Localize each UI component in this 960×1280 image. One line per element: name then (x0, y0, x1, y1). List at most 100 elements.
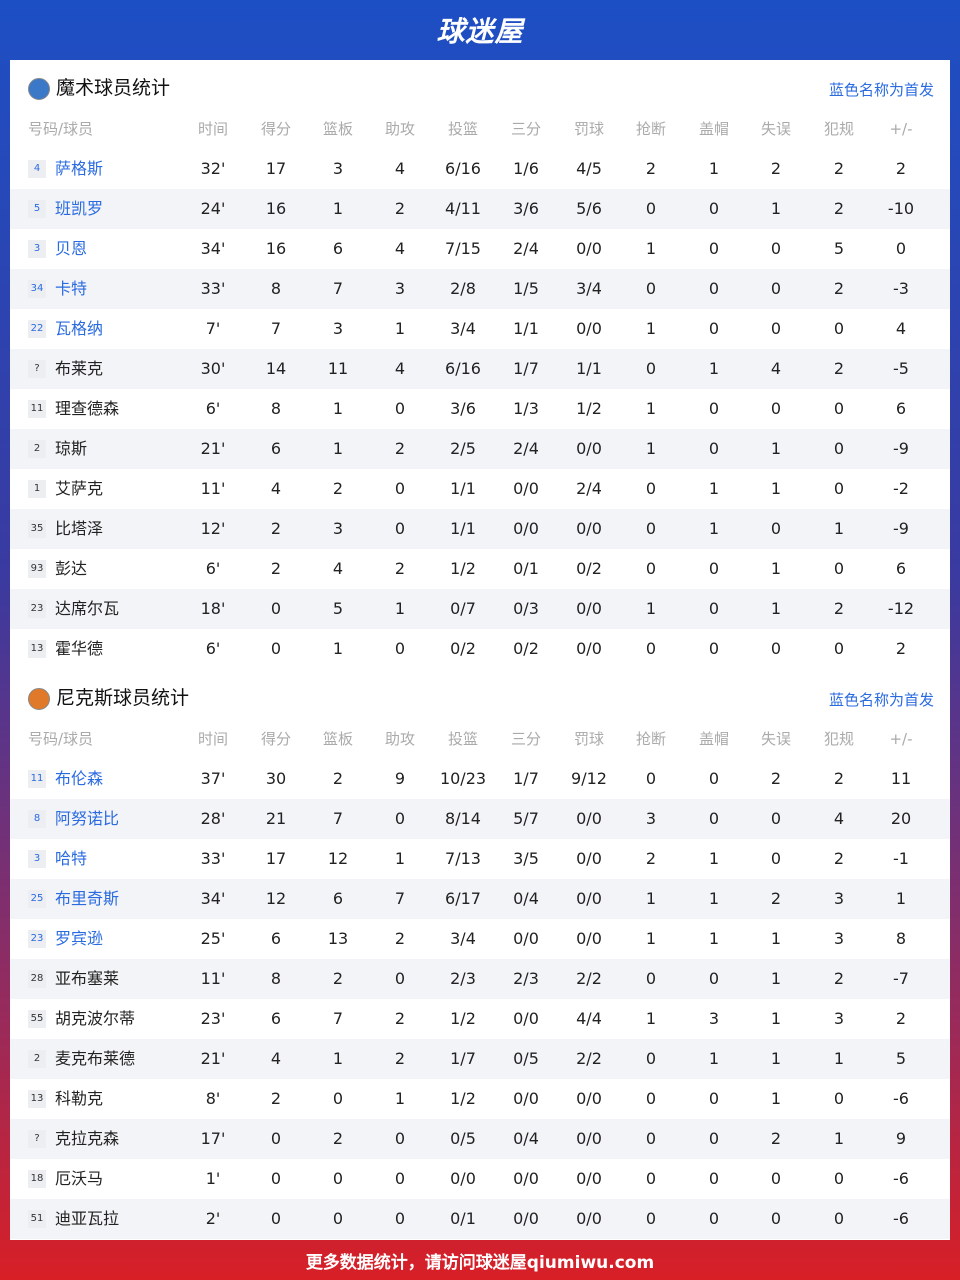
stat-cell: 30 (265, 769, 287, 788)
stat-cell: 0/0 (513, 1089, 539, 1108)
stat-cell: 0 (394, 519, 406, 538)
stat-cell: 21' (200, 1049, 226, 1068)
stat-cell: 3/4 (576, 279, 602, 298)
stat-cell: 2 (270, 559, 282, 578)
stat-cell: 0 (645, 279, 657, 298)
stat-cell: 8 (270, 279, 282, 298)
number-badge: 28 (28, 970, 46, 988)
stat-cell: 0/4 (513, 889, 539, 908)
stat-cell: 18' (200, 599, 226, 618)
stat-cell: 0 (770, 519, 782, 538)
stat-cell: 1' (205, 1169, 221, 1188)
stat-cell: 0/3 (513, 599, 539, 618)
stat-cell: 2/3 (450, 969, 476, 988)
stat-cell: -3 (893, 279, 909, 298)
stat-cell: 1 (833, 1049, 845, 1068)
stat-cell: 0 (645, 1209, 657, 1228)
stat-cell: -12 (887, 599, 915, 618)
stat-cell: 0 (270, 599, 282, 618)
stat-cell: 2/4 (576, 479, 602, 498)
stat-cell: 2 (645, 159, 657, 178)
team-logo (28, 78, 50, 100)
stat-cell: 2 (833, 279, 845, 298)
stat-cell: 1/2 (576, 399, 602, 418)
stat-cell: 23' (200, 1009, 226, 1028)
stat-cell: 2 (833, 849, 845, 868)
stat-cell: 1/1 (513, 319, 539, 338)
stat-cell: 25' (200, 929, 226, 948)
number-badge: 11 (28, 770, 46, 788)
stat-cell: 2/8 (450, 279, 476, 298)
stat-cell: 2/2 (576, 969, 602, 988)
row-stripe (10, 429, 950, 469)
stat-cell: 7 (332, 1009, 344, 1028)
stat-cell: 5 (833, 239, 845, 258)
stat-cell: 0 (708, 279, 720, 298)
stat-cell: 1 (708, 849, 720, 868)
stat-cell: 7 (332, 809, 344, 828)
stat-cell: 2 (833, 359, 845, 378)
stat-cell: 6/16 (445, 159, 481, 178)
number-badge: 8 (28, 810, 46, 828)
stat-cell: 30' (200, 359, 226, 378)
stat-cell: 0/0 (576, 929, 602, 948)
stat-cell: 2 (895, 159, 907, 178)
stat-cell: 5/7 (513, 809, 539, 828)
row-stripe (10, 189, 950, 229)
stat-cell: 11' (200, 479, 226, 498)
stat-cell: 3 (645, 809, 657, 828)
stat-cell: 0 (645, 1089, 657, 1108)
stat-cell: 1 (332, 399, 344, 418)
stat-cell: 0/2 (450, 639, 476, 658)
stat-cell: 1 (645, 239, 657, 258)
row-stripe (10, 509, 950, 549)
stats-card: 魔术球员统计 蓝色名称为首发 号码/球员 时间 得分 篮板 助攻 投篮 三分 罚球 抢断 盖帽 失误 犯规… (10, 60, 950, 1240)
stat-cell: 0 (270, 1209, 282, 1228)
stat-cell: 9 (394, 769, 406, 788)
stat-cell: 0/0 (576, 1209, 602, 1228)
column-header: 失误 (760, 120, 791, 138)
stat-cell: 1 (708, 1049, 720, 1068)
stat-cell: 1/1 (576, 359, 602, 378)
stat-cell: 2 (770, 1129, 782, 1148)
stat-cell: 1 (645, 439, 657, 458)
stat-cell: 0 (770, 239, 782, 258)
stat-cell: 1 (708, 929, 720, 948)
number-badge: 1 (28, 480, 46, 498)
stat-cell: 1/7 (513, 359, 539, 378)
column-header: 犯规 (823, 120, 854, 138)
stat-cell: 0 (645, 479, 657, 498)
stat-cell: 1 (770, 1009, 782, 1028)
team-title: 魔术球员统计 (56, 77, 171, 99)
stat-cell: 0/0 (576, 639, 602, 658)
stat-cell: 8 (895, 929, 907, 948)
stat-cell: 0/7 (450, 599, 476, 618)
column-header: 盖帽 (698, 120, 729, 138)
stat-cell: 0 (708, 1089, 720, 1108)
stat-cell: -7 (893, 969, 909, 988)
stat-cell: 3/4 (450, 319, 476, 338)
stat-cell: 4 (394, 239, 406, 258)
stat-cell: 0 (270, 1129, 282, 1148)
stat-cell: 6' (205, 639, 221, 658)
player-name: 麦克布莱德 (55, 1049, 136, 1068)
stat-cell: 3 (708, 1009, 720, 1028)
number-badge: 55 (28, 1010, 46, 1028)
stat-cell: 0 (645, 1049, 657, 1068)
row-stripe (10, 1199, 950, 1239)
column-header: +/- (889, 730, 913, 748)
stat-cell: 1 (394, 849, 406, 868)
stat-cell: 6 (270, 929, 282, 948)
stat-cell: 1/3 (513, 399, 539, 418)
stat-cell: -6 (893, 1169, 909, 1188)
stat-cell: 1 (332, 1049, 344, 1068)
row-stripe (10, 799, 950, 839)
column-header: 罚球 (573, 120, 604, 138)
stat-cell: 1 (770, 479, 782, 498)
stat-cell: 2 (394, 199, 406, 218)
player-name: 班凯罗 (55, 199, 104, 218)
stat-cell: 4 (895, 319, 907, 338)
stat-cell: 3 (833, 929, 845, 948)
row-stripe (10, 1119, 950, 1159)
stat-cell: 2 (394, 1049, 406, 1068)
